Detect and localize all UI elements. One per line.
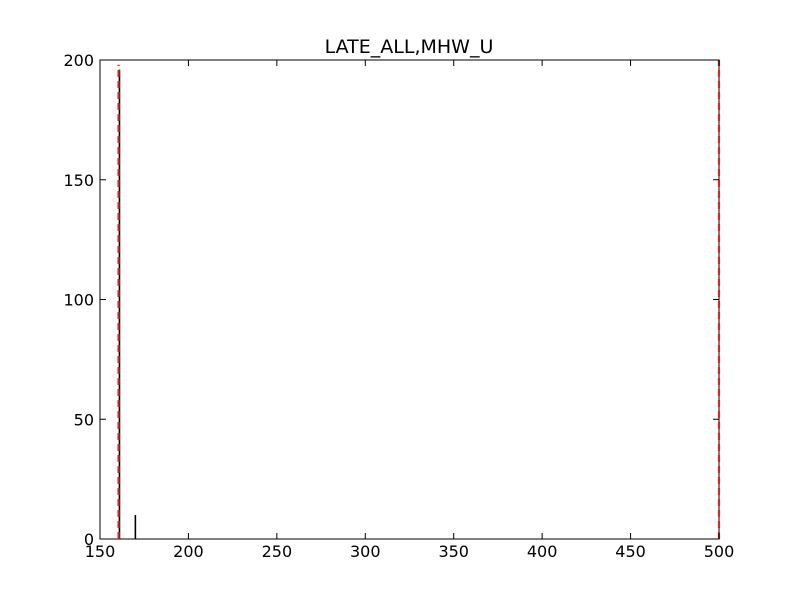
plot-area xyxy=(99,59,720,540)
axis-ticks xyxy=(99,59,720,540)
chart-title: LATE_ALL,MHW_U xyxy=(325,36,494,58)
y-tick-label: 0 xyxy=(84,530,94,549)
y-tick-label: 150 xyxy=(63,171,94,190)
y-tick-label: 100 xyxy=(63,291,94,310)
y-tick-label: 50 xyxy=(74,410,94,429)
x-tick-label: 150 xyxy=(85,542,116,561)
x-tick-label: 350 xyxy=(438,542,469,561)
x-tick-label: 250 xyxy=(262,542,293,561)
x-tick-label: 450 xyxy=(615,542,646,561)
x-tick-label: 500 xyxy=(704,542,735,561)
plot-background xyxy=(100,60,719,539)
y-tick-label: 200 xyxy=(63,51,94,70)
x-tick-label: 200 xyxy=(173,542,204,561)
tick-labels: 150 200 250 300 350 400 450 500 0 50 100 150 200 xyxy=(63,51,734,561)
x-tick-label: 300 xyxy=(350,542,381,561)
reference-lines xyxy=(117,60,721,539)
x-tick-label: 400 xyxy=(527,542,558,561)
